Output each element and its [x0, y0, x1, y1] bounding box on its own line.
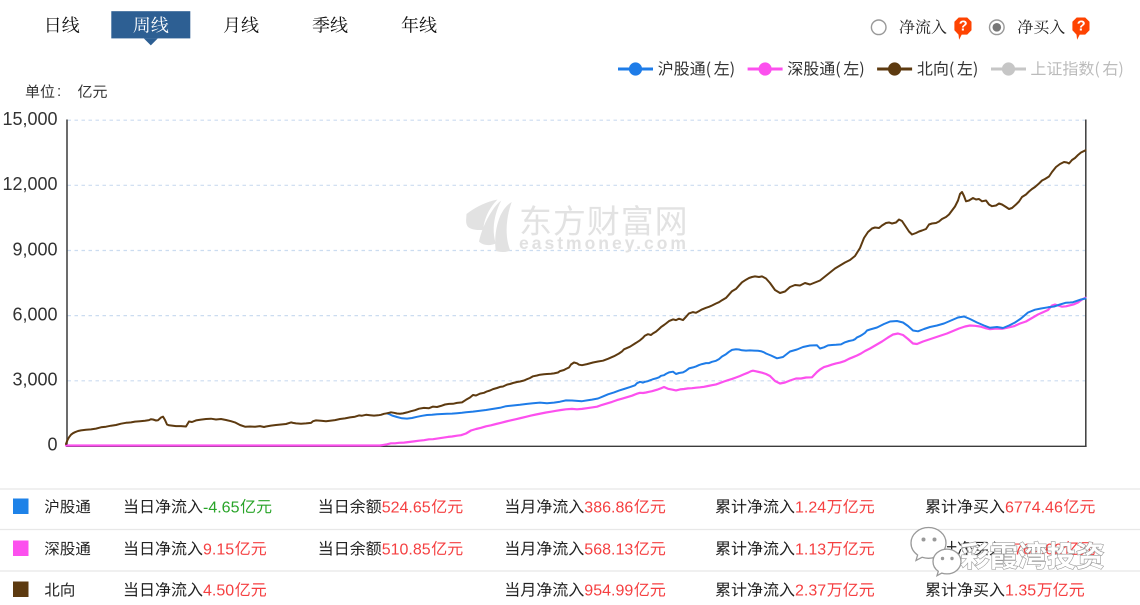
svg-text:510.85: 510.85 [382, 541, 431, 558]
svg-text:9.15: 9.15 [203, 541, 234, 558]
svg-text:?: ? [959, 19, 968, 35]
svg-text::: : [57, 83, 61, 100]
svg-text:2.37: 2.37 [795, 583, 826, 600]
svg-text:6,000: 6,000 [12, 304, 57, 324]
svg-text:386.86: 386.86 [584, 499, 633, 516]
svg-text:1.24: 1.24 [795, 499, 826, 516]
svg-text:12,000: 12,000 [2, 174, 57, 194]
svg-text:3,000: 3,000 [12, 370, 57, 390]
svg-text:eastmoney.com: eastmoney.com [519, 233, 689, 253]
svg-text:0: 0 [47, 435, 57, 455]
svg-text:-4.65: -4.65 [203, 499, 240, 516]
svg-text:1.13: 1.13 [795, 541, 826, 558]
svg-text:4.50: 4.50 [203, 583, 234, 600]
svg-text:1.35: 1.35 [1005, 583, 1036, 600]
svg-text:954.99: 954.99 [584, 583, 633, 600]
svg-text:?: ? [1077, 19, 1086, 35]
svg-text:568.13: 568.13 [584, 541, 633, 558]
svg-text:6774.46: 6774.46 [1005, 499, 1063, 516]
svg-text:15,000: 15,000 [2, 109, 57, 129]
svg-text:9,000: 9,000 [12, 239, 57, 259]
svg-text:524.65: 524.65 [382, 499, 431, 516]
